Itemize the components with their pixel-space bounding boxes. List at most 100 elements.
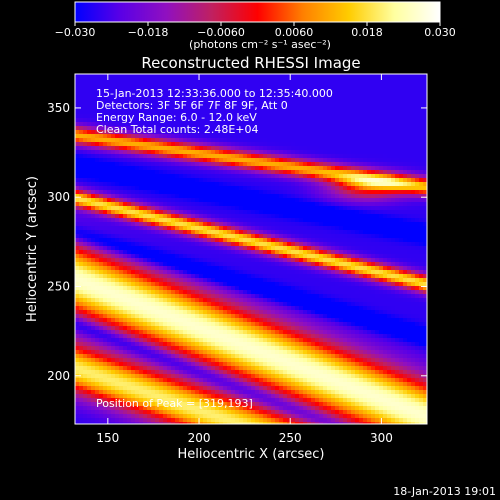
heatmap-cell <box>99 310 104 315</box>
heatmap-cell <box>119 130 124 135</box>
heatmap-cell <box>195 138 200 143</box>
heatmap-cell <box>231 354 236 359</box>
heatmap-cell <box>267 182 272 187</box>
heatmap-cell <box>183 266 188 271</box>
heatmap-cell <box>295 318 300 323</box>
heatmap-cell <box>195 158 200 163</box>
heatmap-cell <box>187 222 192 227</box>
heatmap-cell <box>243 410 248 415</box>
heatmap-cell <box>287 122 292 127</box>
heatmap-cell <box>235 334 240 339</box>
heatmap-cell <box>87 410 92 415</box>
heatmap-cell <box>247 242 252 247</box>
heatmap-cell <box>99 74 104 79</box>
heatmap-cell <box>119 422 124 424</box>
heatmap-cell <box>271 122 276 127</box>
heatmap-cell <box>263 354 268 359</box>
heatmap-cell <box>283 226 288 231</box>
heatmap-cell <box>179 270 184 275</box>
heatmap-cell <box>91 178 96 183</box>
heatmap-cell <box>163 94 168 99</box>
heatmap-cell <box>239 234 244 239</box>
heatmap-cell <box>243 326 248 331</box>
heatmap-cell <box>99 178 104 183</box>
heatmap-cell <box>151 378 156 383</box>
heatmap-cell <box>119 266 124 271</box>
heatmap-cell <box>223 422 228 424</box>
heatmap-cell <box>103 238 108 243</box>
heatmap-cell <box>295 254 300 259</box>
heatmap-cell <box>271 262 276 267</box>
heatmap-cell <box>235 158 240 163</box>
heatmap-cell <box>259 322 264 327</box>
heatmap-cell <box>163 338 168 343</box>
heatmap-cell <box>283 102 288 107</box>
heatmap-cell <box>115 194 120 199</box>
heatmap-cell <box>139 318 144 323</box>
heatmap-cell <box>243 370 248 375</box>
heatmap-cell <box>87 130 92 135</box>
heatmap-cell <box>87 282 92 287</box>
heatmap-cell <box>155 362 160 367</box>
heatmap-cell <box>219 342 224 347</box>
heatmap-cell <box>235 198 240 203</box>
heatmap-cell <box>103 342 108 347</box>
heatmap-cell <box>215 350 220 355</box>
heatmap-cell <box>75 246 80 251</box>
heatmap-cell <box>131 422 136 424</box>
heatmap-cell <box>187 382 192 387</box>
heatmap-cell <box>191 386 196 391</box>
heatmap-cell <box>279 154 284 159</box>
heatmap-cell <box>119 126 124 131</box>
heatmap-cell <box>87 414 92 419</box>
heatmap-cell <box>107 98 112 103</box>
heatmap-cell <box>95 374 100 379</box>
heatmap-cell <box>167 118 172 123</box>
heatmap-cell <box>135 194 140 199</box>
heatmap-cell <box>259 102 264 107</box>
heatmap-cell <box>219 410 224 415</box>
heatmap-cell <box>151 274 156 279</box>
heatmap-cell <box>103 226 108 231</box>
heatmap-cell <box>211 390 216 395</box>
heatmap-cell <box>87 346 92 351</box>
heatmap-cell <box>295 222 300 227</box>
heatmap-cell <box>287 198 292 203</box>
heatmap-cell <box>259 114 264 119</box>
heatmap-cell <box>139 374 144 379</box>
heatmap-cell <box>87 142 92 147</box>
heatmap-cell <box>99 278 104 283</box>
heatmap-cell <box>279 246 284 251</box>
heatmap-cell <box>259 146 264 151</box>
heatmap-cell <box>299 250 304 255</box>
heatmap-cell <box>243 346 248 351</box>
heatmap-cell <box>123 126 128 131</box>
heatmap-cell <box>223 222 228 227</box>
heatmap-cell <box>187 142 192 147</box>
heatmap-cell <box>95 346 100 351</box>
heatmap-cell <box>163 86 168 91</box>
heatmap-cell <box>183 78 188 83</box>
heatmap-cell <box>259 170 264 175</box>
heatmap-cell <box>75 238 80 243</box>
heatmap-cell <box>95 414 100 419</box>
heatmap-cell <box>259 306 264 311</box>
heatmap-cell <box>103 102 108 107</box>
heatmap-cell <box>155 110 160 115</box>
heatmap-cell <box>179 214 184 219</box>
heatmap-cell <box>119 174 124 179</box>
heatmap-cell <box>235 218 240 223</box>
heatmap-cell <box>167 230 172 235</box>
heatmap-cell <box>251 246 256 251</box>
heatmap-cell <box>259 186 264 191</box>
heatmap-cell <box>223 126 228 131</box>
heatmap-cell <box>227 182 232 187</box>
heatmap-cell <box>147 310 152 315</box>
heatmap-cell <box>271 278 276 283</box>
heatmap-cell <box>251 278 256 283</box>
heatmap-cell <box>191 262 196 267</box>
heatmap-cell <box>291 214 296 219</box>
heatmap-cell <box>195 102 200 107</box>
heatmap-cell <box>223 366 228 371</box>
heatmap-cell <box>283 126 288 131</box>
